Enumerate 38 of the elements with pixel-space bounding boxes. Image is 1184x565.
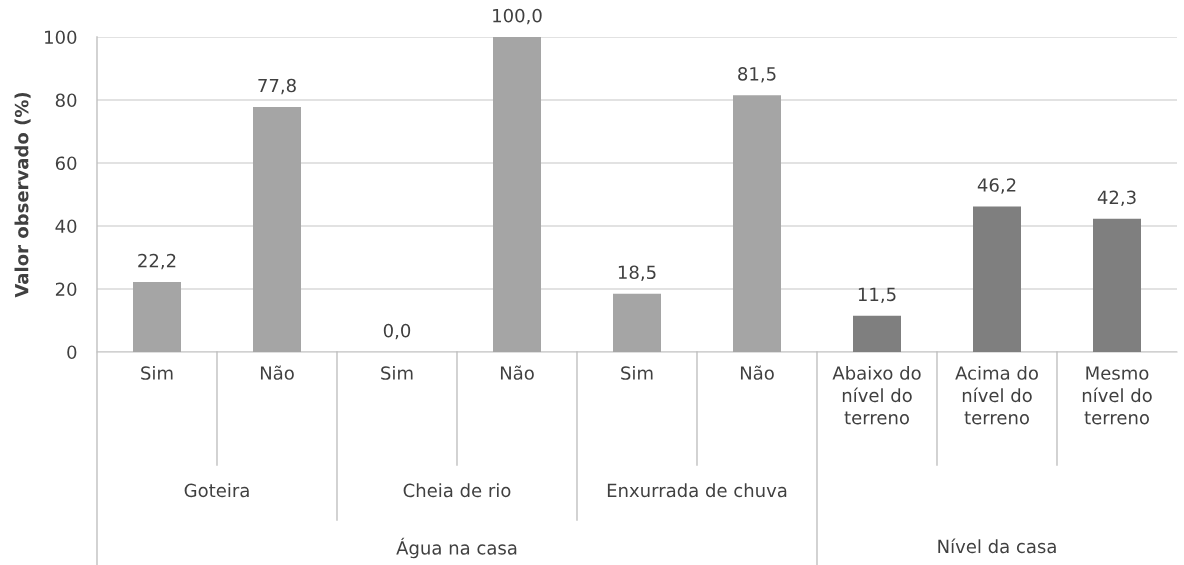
bar [613,293,661,352]
data-label: 11,5 [858,287,896,304]
y-tick-label: 20 [55,282,77,297]
bar [493,37,541,352]
text: Goteira [184,483,249,498]
x-tick-label: Abaixo do nível do terreno [832,365,921,425]
x-tick-label: Sim [381,365,413,380]
data-label: 81,5 [738,67,776,83]
y-tick-label: 40 [55,219,77,234]
x-tick-label: Sim [141,365,173,380]
x-tick-label: Não [260,365,294,380]
bar [853,315,901,352]
x-tick-label: Sim [621,365,653,380]
y-axis-title: Valor observado (%) [14,92,31,298]
text: Cheia de rio [403,483,511,498]
bar [733,95,781,352]
y-tick-label: 0 [67,345,77,360]
x-tick-label: Não [740,365,774,380]
bar [253,106,301,352]
text: Enxurrada de chuva [607,483,787,498]
y-tick-label: 80 [55,93,77,108]
bar [1093,218,1141,352]
data-label: 22,2 [138,253,176,270]
x-tick-label: Mesmo nível do terreno [1082,366,1152,425]
bar [973,206,1021,352]
y-tick-label: 100 [45,30,77,45]
data-label: 100,0 [493,8,542,25]
data-label: 46,2 [977,178,1016,194]
x-tick-label: Acima do nível do terreno [955,365,1038,425]
y-tick-label: 60 [55,156,77,171]
bar [133,282,181,352]
text: Nível da casa [938,538,1056,554]
text: Água na casa [396,537,517,559]
data-label: 42,3 [1097,190,1136,206]
data-label: 0,0 [383,323,411,340]
data-label: 77,8 [258,78,296,95]
data-label: 18,5 [618,265,656,281]
x-tick-label: Não [500,365,534,380]
